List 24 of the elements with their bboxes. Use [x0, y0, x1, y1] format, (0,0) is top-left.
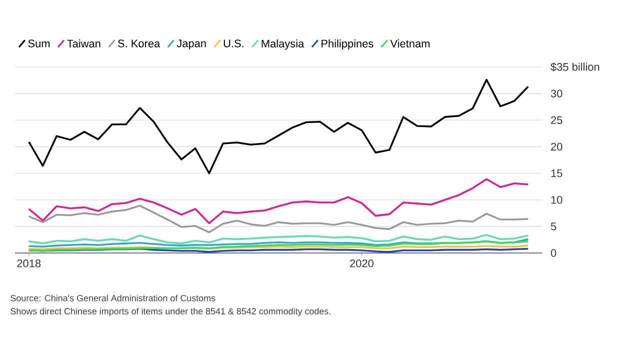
- legend-label: U.S.: [224, 40, 244, 48]
- y-tick-label: 25: [551, 116, 562, 124]
- text: Shows direct Chinese imports of items under the 8541 & 8542 commodity codes.: [10, 308, 330, 316]
- legend-label: Philippines: [322, 39, 374, 50]
- legend-label: Vietnam: [390, 39, 430, 48]
- y-tick-label: 5: [550, 222, 556, 230]
- line-series: [28, 178, 530, 224]
- x-tick-label: 2018: [17, 260, 41, 268]
- y-tick-label: 20: [551, 142, 562, 151]
- legend-label: Malaysia: [262, 39, 304, 50]
- y-tick-label: $35 billion: [550, 62, 600, 72]
- y-tick-label: 10: [551, 196, 562, 204]
- line-series: [28, 204, 530, 234]
- y-tick-label: 0: [550, 249, 556, 257]
- y-tick-label: 30: [550, 90, 562, 98]
- legend-label: S. Korea: [118, 40, 160, 48]
- y-tick-label: 15: [551, 169, 562, 178]
- source-note: Source: China's General Administration of Customs: [10, 294, 216, 302]
- line-series: [28, 234, 530, 244]
- line-series: [28, 78, 530, 174]
- legend-label: Sum: [28, 40, 50, 48]
- legend-label: Taiwan: [67, 39, 100, 48]
- x-tick-label: 2020: [350, 260, 374, 268]
- legend-label: Japan: [176, 40, 206, 50]
